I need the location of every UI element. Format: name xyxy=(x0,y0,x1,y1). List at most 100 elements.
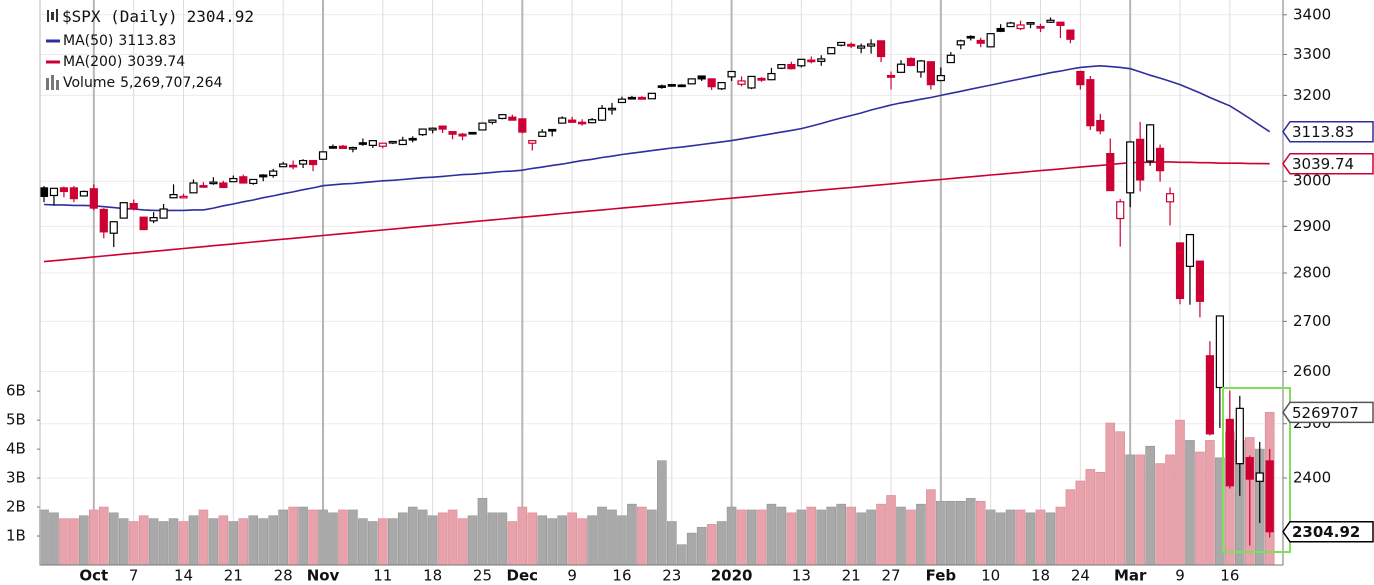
volume-bar xyxy=(706,524,717,566)
y2-tick-label: 4B xyxy=(6,440,26,458)
volume-bar xyxy=(268,515,278,566)
x-tick-label: 28 xyxy=(274,567,293,585)
volume-bar xyxy=(666,521,677,566)
volume-bar xyxy=(318,509,328,566)
candle-body xyxy=(468,131,477,135)
candle-body xyxy=(189,182,198,194)
volume-bar xyxy=(607,509,617,566)
candle-body xyxy=(498,114,507,120)
volume-bar xyxy=(736,509,747,566)
legend-icon xyxy=(47,10,49,22)
volume-bar xyxy=(955,500,966,566)
volume-bar xyxy=(387,518,398,566)
volume-bar xyxy=(158,521,169,566)
volume-bar xyxy=(208,518,219,566)
candle-body xyxy=(597,107,607,121)
candle-body xyxy=(209,181,218,185)
candle-body xyxy=(558,117,567,124)
candle-body xyxy=(1265,460,1274,533)
volume-bar xyxy=(1005,509,1016,566)
volume-bar xyxy=(577,518,587,566)
volume-bar xyxy=(527,512,538,566)
volume-bar xyxy=(806,506,817,566)
candle-body xyxy=(548,128,557,132)
candle-body xyxy=(358,142,367,145)
volume-bar xyxy=(138,515,149,566)
y2-tick-label: 1B xyxy=(6,527,26,545)
volume-bar xyxy=(1185,440,1195,566)
volume-bar xyxy=(447,509,458,566)
volume-bar xyxy=(248,515,259,566)
volume-bar xyxy=(547,518,558,566)
volume-bar xyxy=(896,506,906,566)
candle-body xyxy=(49,187,59,197)
candle-body xyxy=(1106,152,1115,192)
candle-body xyxy=(837,41,846,46)
y-tick-label: 2800 xyxy=(1293,263,1331,281)
volume-bar xyxy=(746,509,757,566)
volume-bar xyxy=(876,503,886,566)
volume-bar xyxy=(647,509,657,566)
candle-body xyxy=(139,216,148,231)
volume-bar xyxy=(866,509,876,566)
x-tick-label: Nov xyxy=(307,567,340,585)
volume-bar xyxy=(916,503,926,566)
volume-bar xyxy=(128,521,139,566)
y2-tick-label: 2B xyxy=(6,498,26,516)
legend-entry: Volume 5,269,707,264 xyxy=(63,75,223,91)
volume-bar xyxy=(1105,422,1116,566)
x-tick-label: 7 xyxy=(129,567,139,585)
volume-bar xyxy=(1125,454,1135,566)
candle-body xyxy=(179,195,188,199)
volume-bar xyxy=(716,521,727,566)
x-tick-label: 14 xyxy=(174,567,193,585)
volume-bar xyxy=(965,498,976,566)
candle-body xyxy=(717,81,726,90)
price-flag-label: 3113.83 xyxy=(1292,123,1354,141)
price-flags: 3113.83 3039.74 5269707 2304.92 xyxy=(1282,120,1374,543)
price-flag xyxy=(1282,401,1374,424)
legend: $SPX (Daily) 2304.92 MA(50) 3113.83 MA(200… xyxy=(46,7,254,91)
volume-bar xyxy=(308,509,318,566)
volume-bar xyxy=(118,518,129,566)
candle-body xyxy=(338,145,348,149)
candle-body xyxy=(199,185,208,188)
volume-bar xyxy=(188,515,199,566)
candle-body xyxy=(149,217,158,222)
axes: 2400250026002700280029003000320033003400… xyxy=(6,5,1331,584)
candle-body xyxy=(69,187,78,200)
volume-bar xyxy=(258,518,269,566)
volume-bar xyxy=(1205,440,1215,566)
candle-body xyxy=(697,75,706,80)
candle-body xyxy=(777,63,786,69)
candle-body xyxy=(637,96,647,100)
y-tick-label: 3400 xyxy=(1293,5,1331,23)
candle-body xyxy=(866,43,876,47)
legend-entry: MA(200) 3039.74 xyxy=(63,54,185,70)
candle-body xyxy=(259,174,268,178)
candle-body xyxy=(1205,355,1215,435)
x-tick-label: 27 xyxy=(881,567,900,585)
candle-body xyxy=(1126,141,1135,194)
candle-body xyxy=(767,72,776,81)
candle-body xyxy=(1136,138,1145,181)
volume-bar xyxy=(1095,471,1106,566)
legend-icon xyxy=(51,12,54,20)
candle-body xyxy=(1066,29,1075,40)
volume-bar xyxy=(238,518,249,566)
volume-bar xyxy=(59,518,69,566)
volume-bar xyxy=(168,518,179,566)
candle-body xyxy=(896,63,906,73)
candle-body xyxy=(1215,315,1224,389)
candle-body xyxy=(787,63,796,70)
grid xyxy=(40,0,1283,565)
volume-bar xyxy=(1115,431,1126,566)
legend-title: $SPX (Daily) 2304.92 xyxy=(62,7,254,26)
y-tick-label: 3000 xyxy=(1293,172,1331,190)
candle-body xyxy=(707,78,716,88)
volume-bar xyxy=(507,521,518,566)
candle-body xyxy=(627,96,637,100)
y2-tick-label: 5B xyxy=(6,411,26,429)
volume-bar xyxy=(597,506,607,566)
